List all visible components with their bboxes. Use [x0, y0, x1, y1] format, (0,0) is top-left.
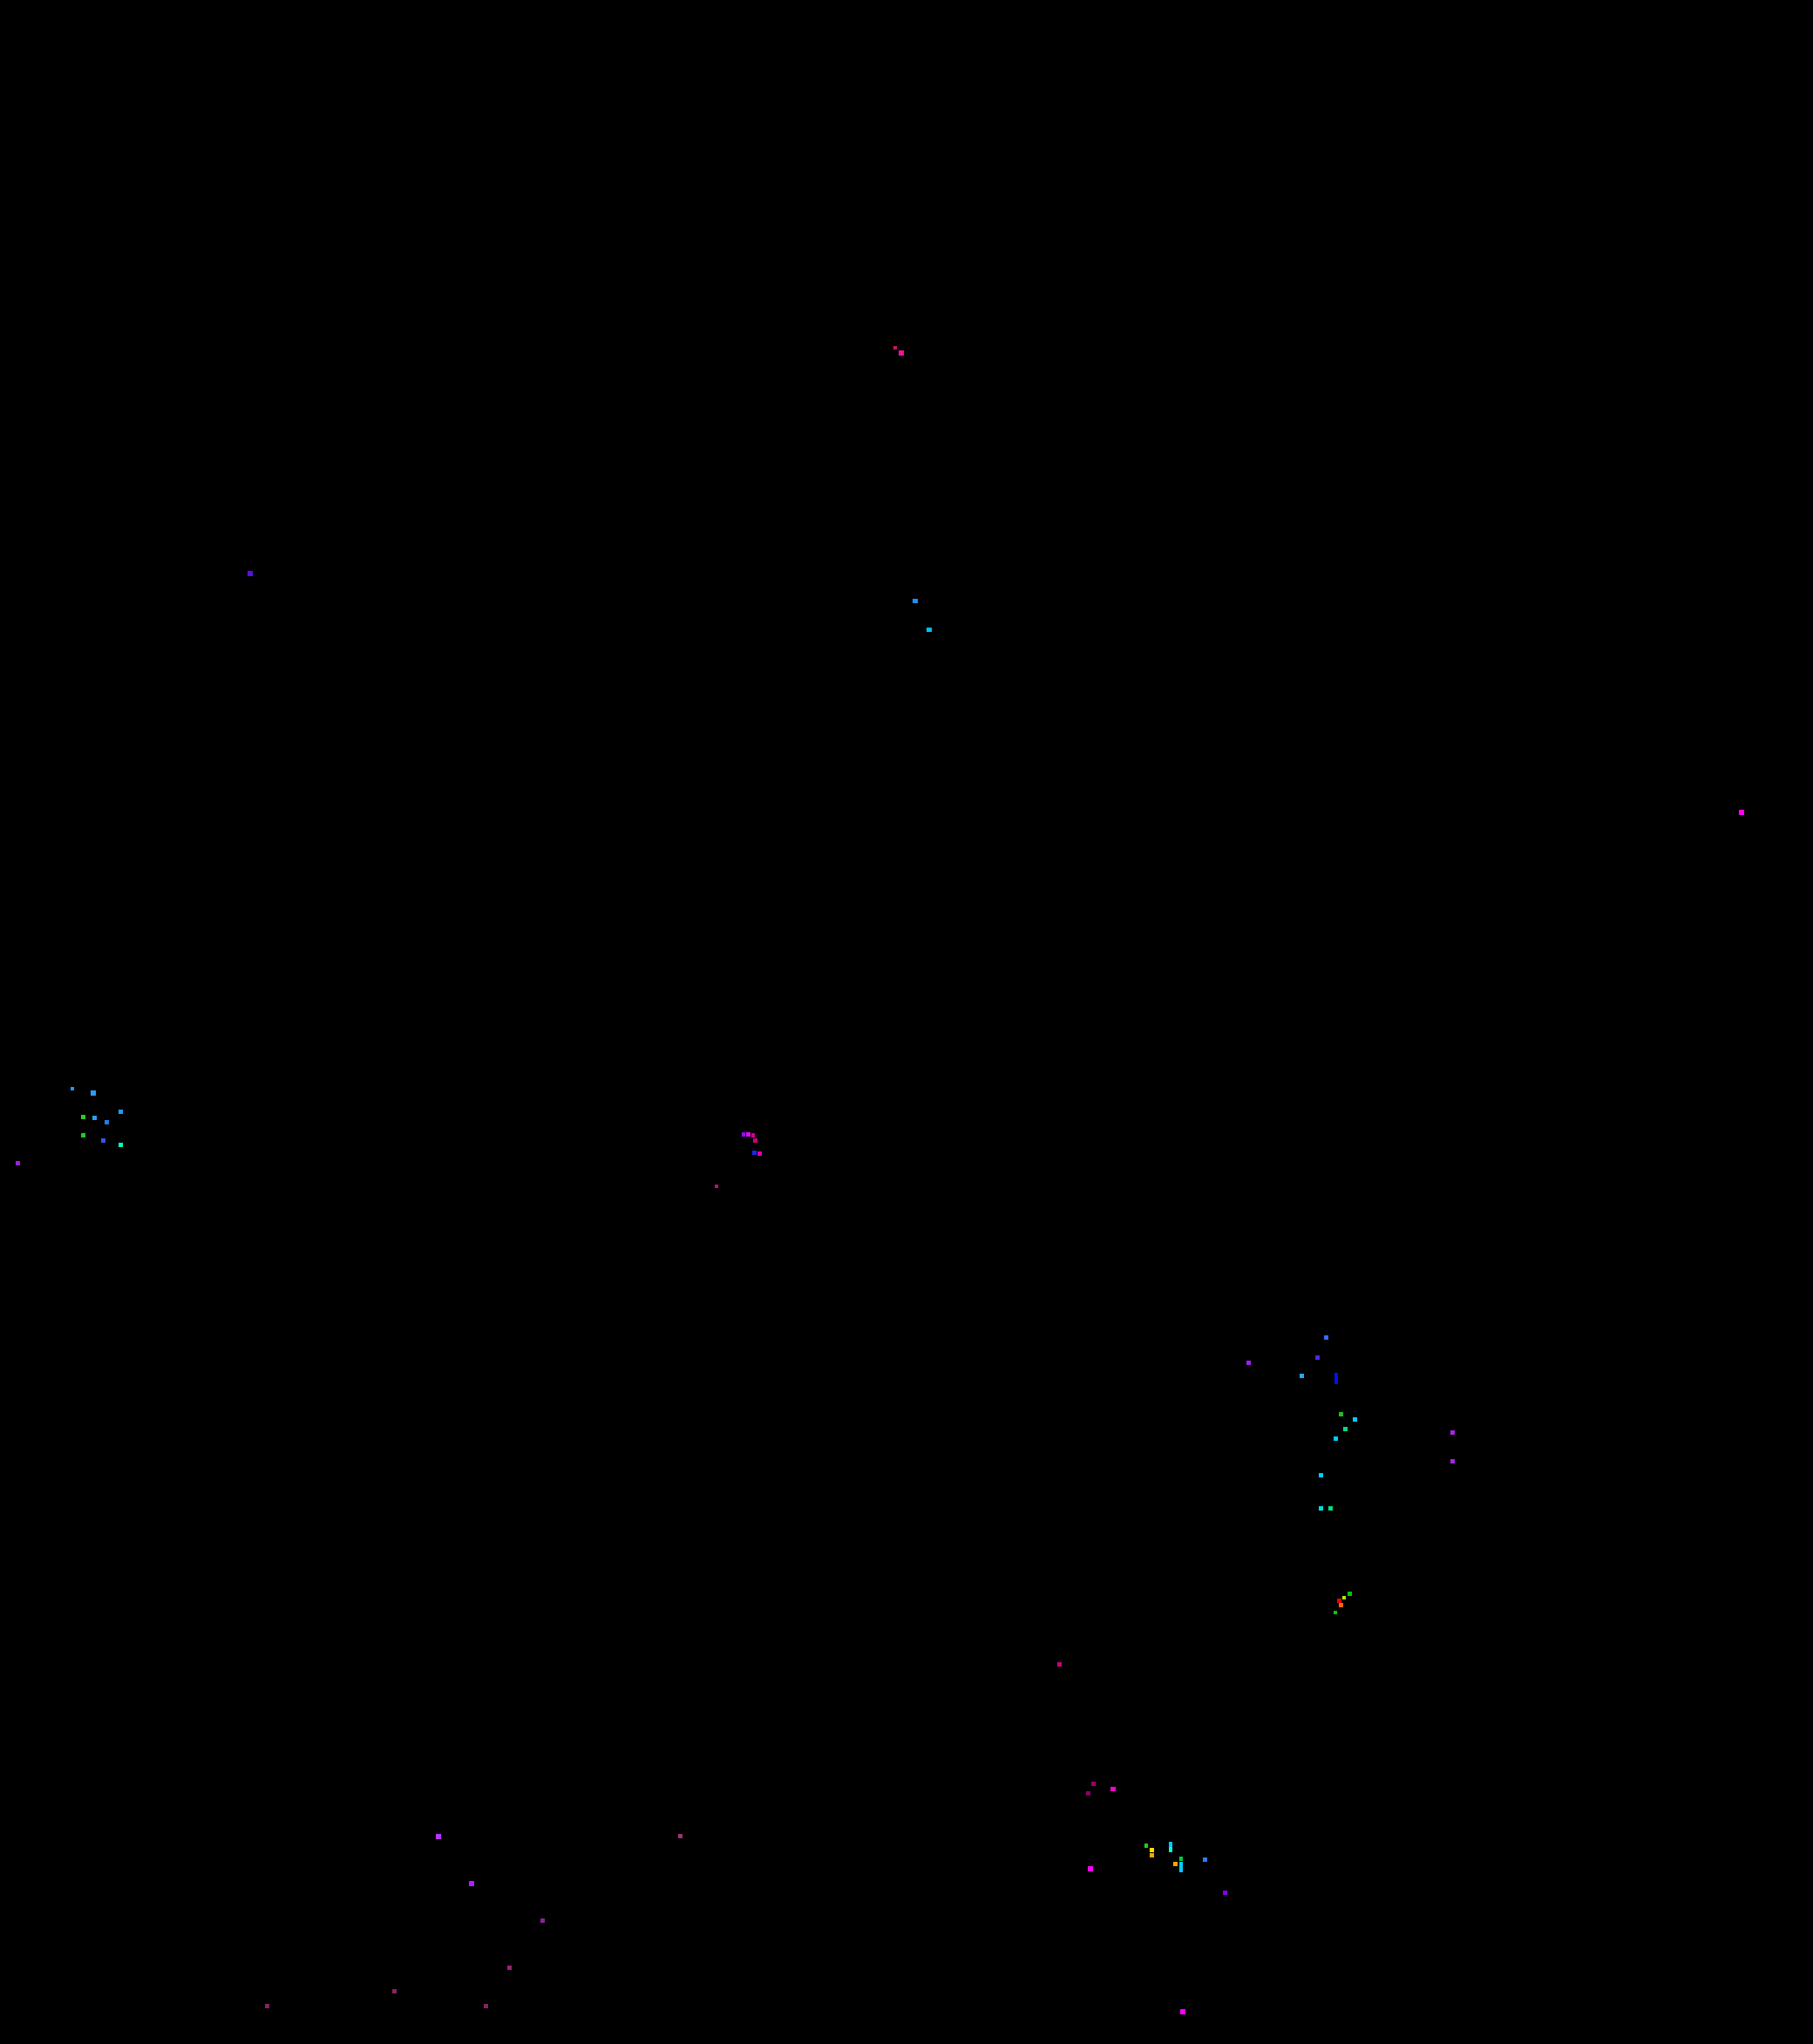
dot — [1328, 1506, 1333, 1511]
dot — [16, 1161, 20, 1165]
dot — [507, 1966, 512, 1970]
dot — [71, 1087, 74, 1090]
dot — [1088, 1866, 1093, 1871]
dot — [248, 571, 253, 576]
dot — [1450, 1430, 1455, 1435]
dot — [1342, 1596, 1346, 1599]
dot — [91, 1090, 96, 1096]
dot — [1110, 1787, 1116, 1791]
dot — [1339, 1603, 1343, 1607]
dot — [392, 1989, 397, 1993]
dot — [1319, 1506, 1323, 1511]
dot — [899, 350, 904, 356]
dot — [1315, 1355, 1320, 1360]
dot — [746, 1132, 750, 1137]
dot — [1739, 810, 1744, 815]
dot — [742, 1132, 745, 1137]
dot — [1057, 1662, 1062, 1667]
dot — [1319, 1473, 1323, 1477]
dot — [752, 1151, 757, 1155]
dot — [1223, 1891, 1227, 1895]
dot — [927, 628, 932, 632]
dot — [1203, 1857, 1207, 1862]
dot — [1144, 1844, 1148, 1848]
dot — [1091, 1782, 1096, 1786]
dot — [913, 599, 918, 603]
dot — [1450, 1459, 1455, 1463]
dot — [484, 2004, 488, 2008]
dot — [540, 1918, 545, 1923]
dot — [1179, 1862, 1183, 1872]
dot — [753, 1138, 757, 1143]
dot — [1339, 1412, 1343, 1416]
dot — [1169, 1847, 1172, 1852]
dot — [678, 1834, 682, 1838]
dot — [751, 1133, 755, 1137]
dot — [757, 1151, 762, 1156]
dot — [119, 1110, 123, 1114]
dot — [119, 1143, 123, 1147]
dot — [105, 1120, 109, 1124]
dot — [265, 2004, 269, 2008]
dot — [1300, 1374, 1304, 1378]
dot — [1169, 1842, 1172, 1847]
dot — [1334, 1436, 1338, 1441]
dot — [893, 346, 897, 350]
dot — [81, 1115, 85, 1119]
dot — [1150, 1853, 1154, 1857]
dot — [436, 1834, 441, 1839]
dot — [101, 1138, 105, 1143]
dot — [92, 1116, 97, 1120]
dot — [1246, 1361, 1251, 1365]
dot — [1348, 1592, 1352, 1596]
dot — [1086, 1791, 1090, 1796]
dot — [1353, 1417, 1357, 1422]
dot — [1334, 1373, 1338, 1384]
dot — [715, 1185, 718, 1188]
dot — [469, 1881, 474, 1886]
dot — [1334, 1611, 1337, 1614]
dot — [1179, 1857, 1183, 1861]
dot — [1324, 1335, 1328, 1340]
dot — [1343, 1427, 1348, 1431]
dot — [1173, 1862, 1178, 1866]
dot — [1337, 1599, 1341, 1603]
dot — [1180, 2009, 1185, 2014]
dot — [81, 1133, 85, 1137]
dot — [1150, 1848, 1154, 1852]
